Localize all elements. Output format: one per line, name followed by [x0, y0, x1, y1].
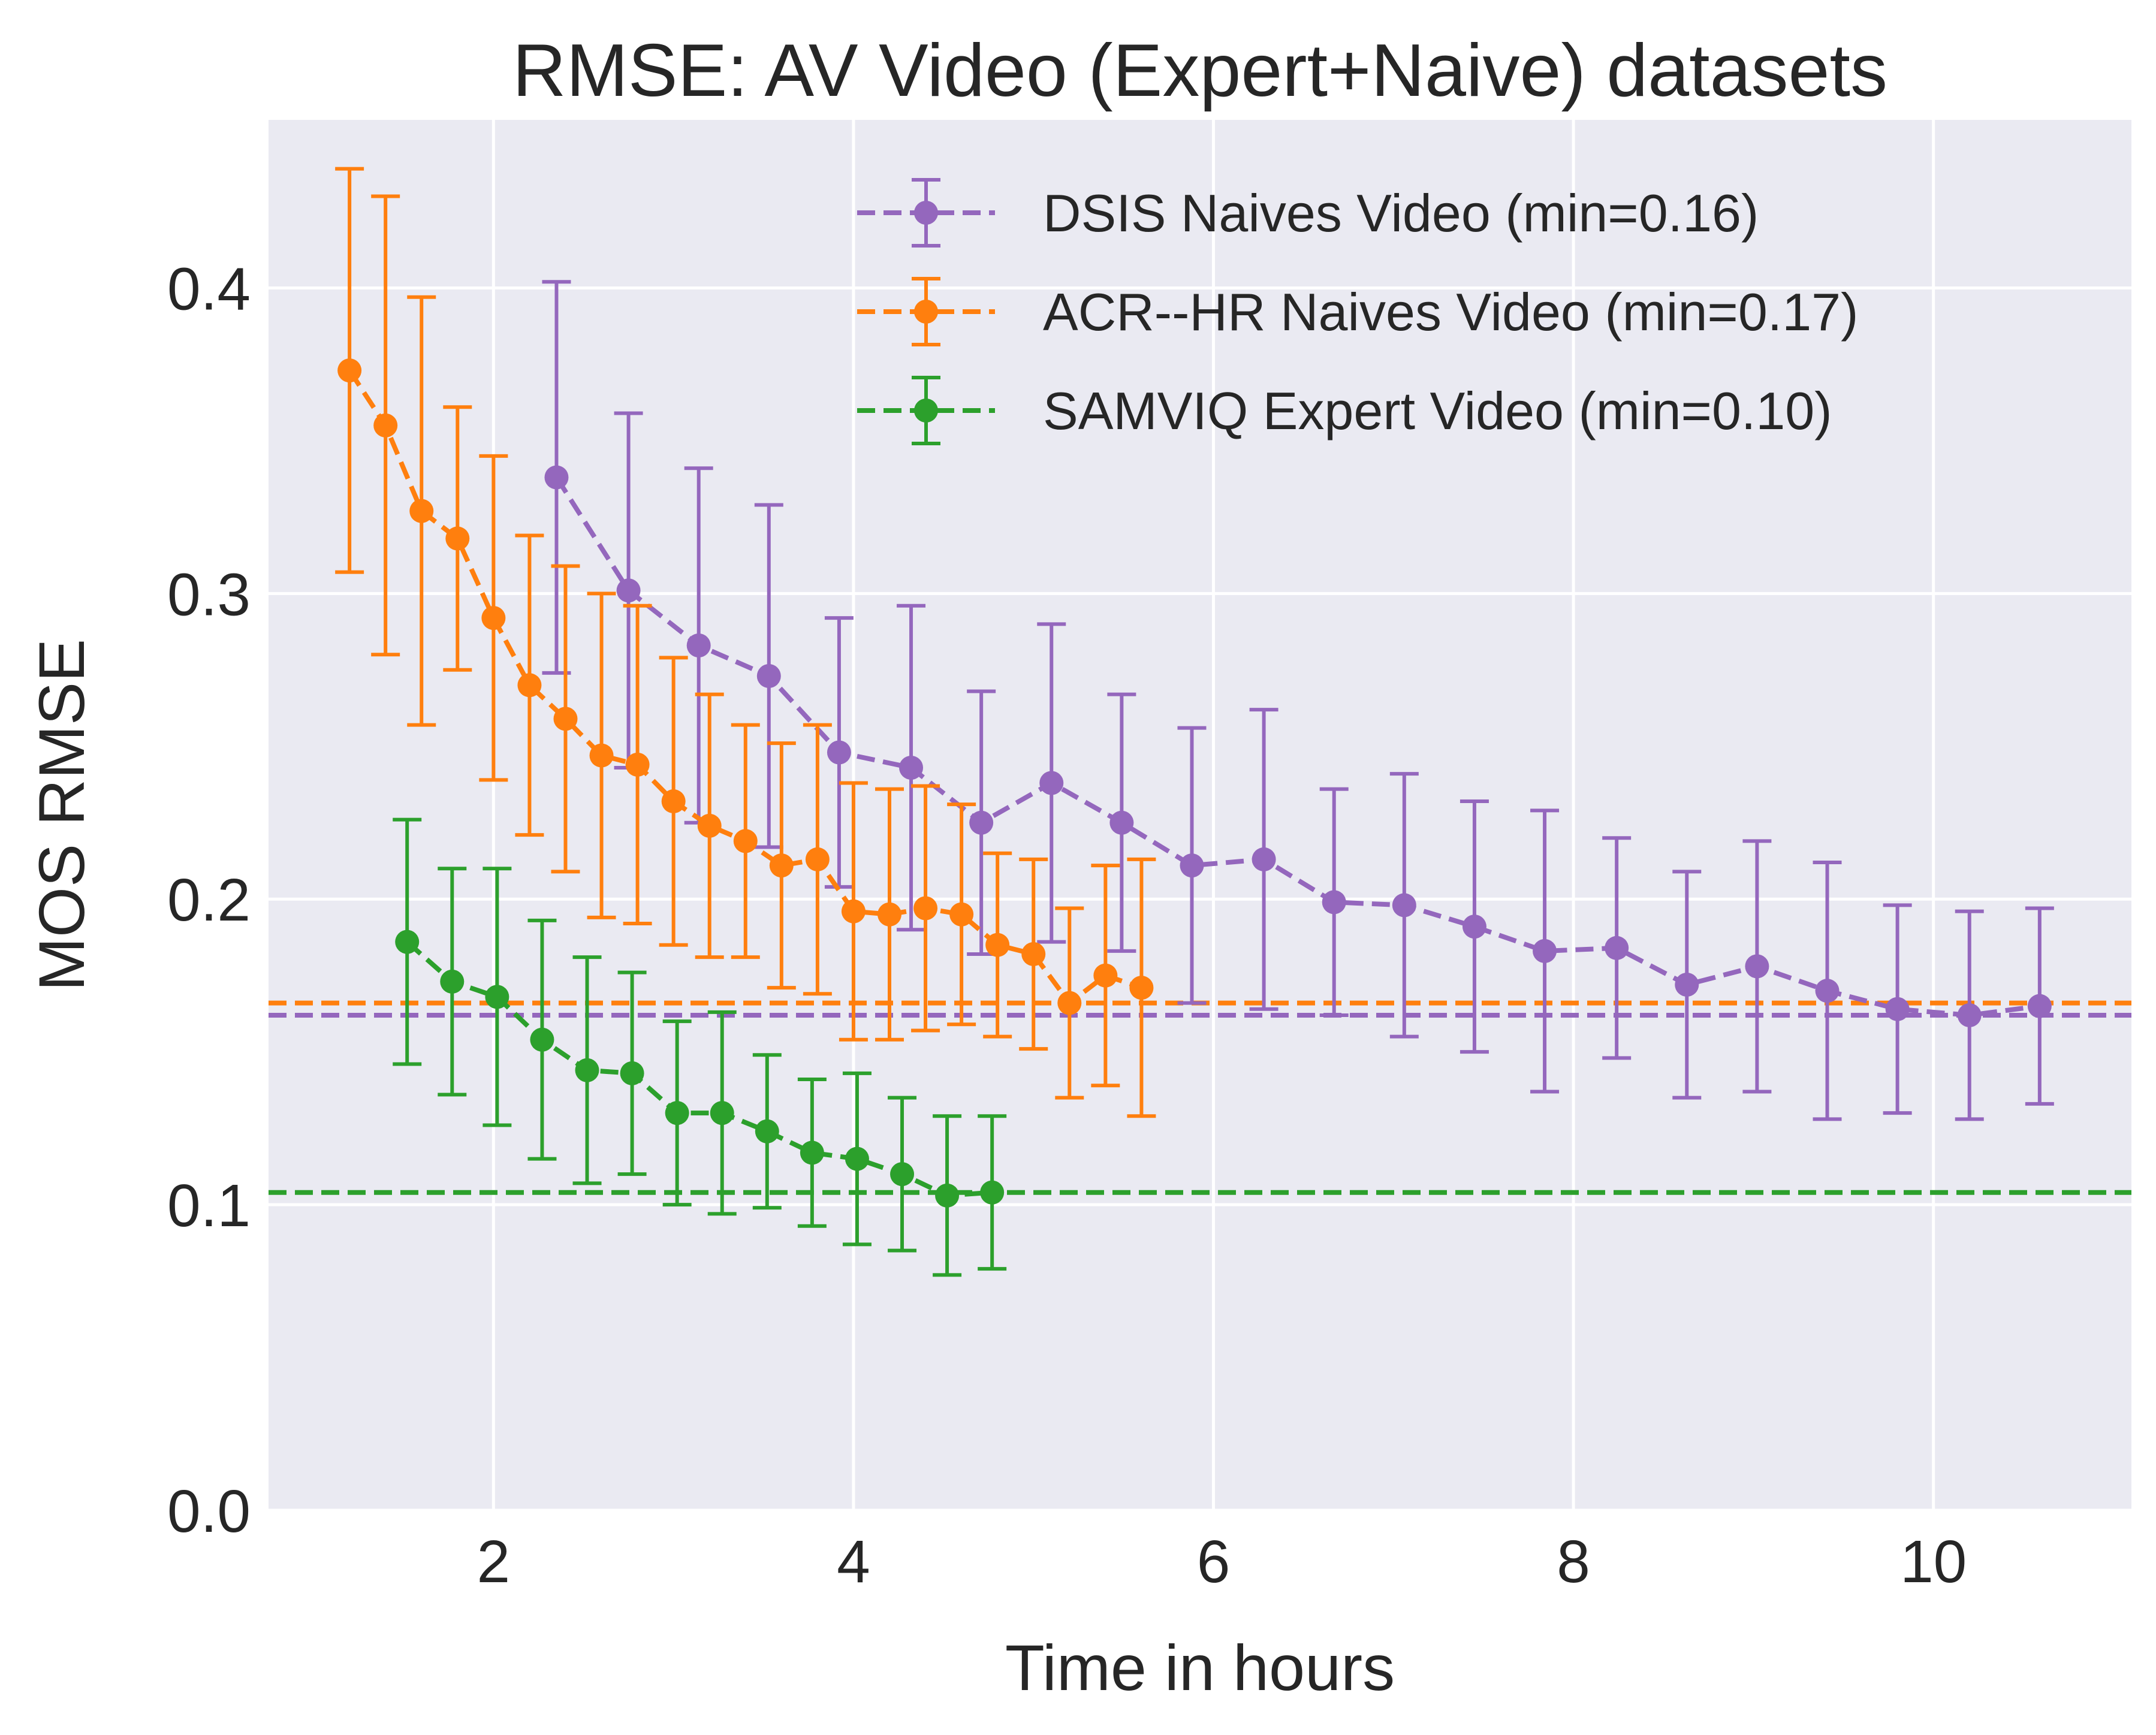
data-point	[1392, 893, 1416, 918]
data-point	[980, 1180, 1005, 1205]
data-point	[481, 606, 506, 630]
legend-item: SAMVIQ Expert Video (min=0.10)	[857, 376, 1832, 445]
x-tick-label: 8	[1557, 1528, 1590, 1595]
data-point	[625, 752, 650, 777]
legend-label: SAMVIQ Expert Video (min=0.10)	[1043, 381, 1832, 440]
data-point	[575, 1058, 599, 1082]
data-point	[1605, 936, 1629, 960]
data-point	[1180, 853, 1204, 878]
legend-label: DSIS Naives Video (min=0.16)	[1043, 183, 1759, 243]
x-tick-label: 10	[1900, 1528, 1967, 1595]
data-point	[553, 707, 578, 731]
x-tick-label: 6	[1197, 1528, 1231, 1595]
data-point	[373, 413, 398, 437]
data-point	[845, 1146, 869, 1171]
data-point	[1021, 942, 1046, 966]
data-point	[1462, 915, 1486, 939]
data-point	[589, 743, 614, 768]
data-point	[1745, 954, 1769, 979]
data-point	[337, 358, 362, 383]
data-point	[665, 1101, 689, 1126]
x-tick-label: 2	[477, 1528, 511, 1595]
y-tick-label: 0.2	[167, 867, 251, 934]
data-point	[2027, 994, 2052, 1018]
data-point	[969, 810, 994, 835]
data-point	[409, 499, 434, 523]
y-tick-labels: 0.0 0.1 0.2 0.3 0.4	[167, 255, 251, 1545]
data-point	[769, 853, 794, 878]
legend: DSIS Naives Video (min=0.16) ACR--HR Naiv…	[857, 178, 1858, 445]
series-1	[335, 167, 1156, 1118]
data-point	[733, 829, 758, 853]
data-point	[485, 985, 509, 1009]
data-point	[913, 896, 938, 921]
data-point	[1109, 810, 1134, 835]
data-point	[1815, 979, 1840, 1003]
data-point	[544, 465, 569, 490]
data-point	[1533, 939, 1557, 963]
data-point	[1885, 997, 1910, 1021]
data-point	[755, 1119, 779, 1143]
y-tick-label: 0.3	[167, 561, 251, 628]
data-point	[1093, 963, 1118, 988]
data-point	[1322, 890, 1346, 915]
series-group	[335, 167, 2054, 1277]
data-point	[1129, 976, 1154, 1000]
y-tick-label: 0.4	[167, 255, 251, 322]
data-point	[985, 933, 1010, 957]
chart-title: RMSE: AV Video (Expert+Naive) datasets	[512, 29, 1887, 112]
y-axis-label: MOS RMSE	[25, 639, 98, 991]
x-tick-label: 4	[837, 1528, 870, 1595]
data-point	[395, 930, 420, 954]
data-point	[661, 789, 686, 814]
y-tick-label: 0.1	[167, 1172, 251, 1239]
data-point	[517, 673, 542, 698]
series-2	[393, 817, 1007, 1277]
data-point	[841, 899, 866, 924]
data-point	[1675, 972, 1699, 997]
data-point	[1252, 847, 1276, 871]
data-point	[756, 664, 781, 688]
data-point	[890, 1162, 915, 1187]
data-point	[949, 902, 974, 927]
legend-marker	[914, 300, 938, 324]
legend-marker	[914, 399, 938, 423]
data-point	[1057, 991, 1082, 1015]
data-point	[899, 755, 924, 780]
series-line	[554, 476, 2040, 1018]
data-point	[1957, 1003, 1982, 1027]
data-point	[530, 1027, 554, 1052]
data-point	[805, 847, 830, 871]
data-point	[935, 1183, 960, 1208]
data-point	[827, 740, 851, 765]
data-point	[800, 1140, 824, 1165]
data-point	[1039, 771, 1064, 795]
data-point	[440, 969, 465, 994]
legend-marker	[914, 201, 938, 225]
plot-background	[269, 120, 2131, 1510]
legend-label: ACR--HR Naives Video (min=0.17)	[1043, 282, 1858, 342]
data-point	[616, 578, 641, 603]
data-point	[686, 633, 711, 658]
data-point	[878, 902, 901, 927]
x-axis-label: Time in hours	[1005, 1631, 1395, 1704]
legend-item: DSIS Naives Video (min=0.16)	[857, 178, 1759, 248]
y-tick-label: 0.0	[167, 1478, 251, 1545]
x-tick-labels: 2 4 6 8 10	[477, 1528, 1967, 1595]
data-point	[445, 526, 470, 551]
data-point	[710, 1101, 734, 1126]
series-0	[542, 280, 2054, 1121]
data-point	[697, 813, 722, 838]
legend-item: ACR--HR Naives Video (min=0.17)	[857, 277, 1858, 346]
data-point	[620, 1061, 644, 1085]
